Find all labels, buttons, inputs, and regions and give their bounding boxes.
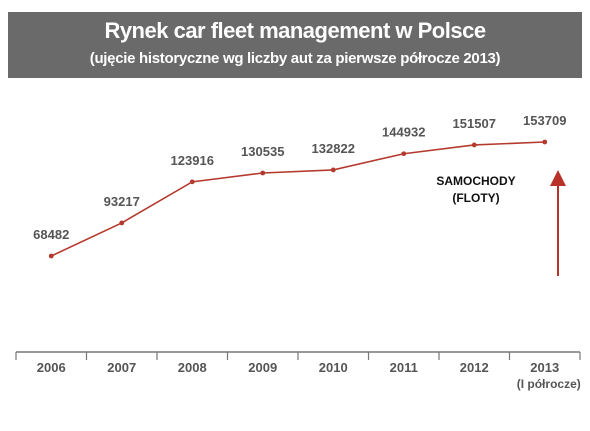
- data-label: 144932: [382, 125, 425, 140]
- data-point: [189, 179, 195, 185]
- x-axis: 2006 2007 2008 2009 2010 2011 2012 2013 (I półro…: [15, 351, 581, 391]
- data-point: [48, 253, 54, 259]
- x-tick-label: 2009: [248, 360, 277, 375]
- chart-title: Rynek car fleet management w Polsce: [104, 18, 486, 43]
- data-label: 153709: [523, 113, 566, 128]
- series-line-group: [50, 141, 545, 257]
- x-tick-label: 2008: [178, 360, 207, 375]
- data-point: [119, 220, 125, 226]
- data-point: [471, 142, 477, 148]
- data-point: [401, 151, 407, 157]
- x-tick-label: 2010: [319, 360, 348, 375]
- data-point: [260, 170, 266, 176]
- data-label: 93217: [104, 194, 140, 209]
- x-tick-label: 2012: [460, 360, 489, 375]
- x-tick-label: 2011: [390, 360, 418, 375]
- data-label: 123916: [171, 153, 214, 168]
- x-tick-label: 2007: [107, 360, 136, 375]
- annotation-line-2: (FLOTY): [452, 191, 499, 205]
- x-tick-sublabel: (I półrocze): [517, 377, 581, 391]
- data-label: 130535: [241, 144, 284, 159]
- series-line: [50, 141, 545, 257]
- data-label: 151507: [453, 116, 496, 131]
- data-label: 68482: [33, 227, 69, 242]
- data-label: 132822: [312, 141, 355, 156]
- x-tick-label: 2006: [37, 360, 66, 375]
- annotation-line-1: SAMOCHODY: [436, 174, 515, 188]
- x-tick-label: 2013: [530, 360, 559, 375]
- data-labels: 68482 93217 123916 130535 132822 144932 151507…: [33, 113, 566, 242]
- data-point: [542, 139, 548, 145]
- chart-subtitle: (ujęcie historyczne wg liczby aut za pie…: [89, 50, 501, 67]
- data-points: [48, 139, 548, 259]
- annotation-group: SAMOCHODY (FLOTY): [436, 174, 515, 205]
- data-point: [330, 167, 336, 173]
- chart-header: Rynek car fleet management w Polsce (uję…: [8, 12, 582, 78]
- up-arrow-icon: [550, 170, 566, 276]
- arrow-head: [550, 170, 566, 186]
